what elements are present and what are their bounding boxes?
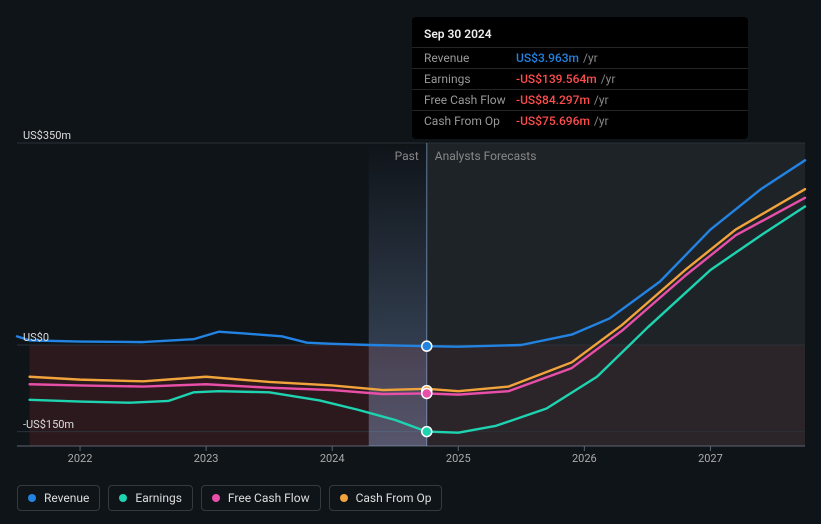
tooltip-metric-value: -US$84.297m: [516, 93, 590, 107]
legend-item[interactable]: Cash From Op: [329, 485, 443, 511]
x-axis-tick-label: 2025: [446, 452, 471, 465]
past-region-label: Past: [395, 149, 419, 163]
x-axis-tick-label: 2023: [194, 452, 219, 465]
tooltip-unit: /yr: [594, 93, 609, 107]
chart-tooltip: Sep 30 2024 RevenueUS$3.963m/yrEarnings-…: [412, 17, 748, 139]
tooltip-metric-label: Cash From Op: [424, 114, 516, 128]
legend-dot-icon: [212, 494, 220, 502]
y-axis-tick-label: -US$150m: [23, 418, 74, 431]
legend-dot-icon: [119, 494, 127, 502]
tooltip-metric-value: US$3.963m: [516, 51, 579, 65]
tooltip-unit: /yr: [601, 72, 616, 86]
legend-item[interactable]: Free Cash Flow: [201, 485, 321, 511]
tooltip-metric-value: -US$139.564m: [516, 72, 597, 86]
x-axis-tick-label: 2024: [320, 452, 345, 465]
tooltip-unit: /yr: [594, 114, 609, 128]
tooltip-metric-value: -US$75.696m: [516, 114, 590, 128]
legend-dot-icon: [28, 494, 36, 502]
tooltip-metric-label: Earnings: [424, 72, 516, 86]
tooltip-metric-label: Free Cash Flow: [424, 93, 516, 107]
legend-label: Earnings: [135, 491, 182, 505]
legend-label: Free Cash Flow: [228, 491, 310, 505]
legend-label: Revenue: [44, 491, 89, 505]
financial-chart: -US$150m US$0 US$350m 2022 2023 2024 2025 2026…: [0, 0, 821, 524]
y-axis-tick-label: US$0: [23, 331, 49, 344]
tooltip-row: Free Cash Flow-US$84.297m/yr: [412, 89, 748, 110]
forecast-region-label: Analysts Forecasts: [435, 149, 537, 163]
legend-dot-icon: [340, 494, 348, 502]
tooltip-unit: /yr: [583, 51, 598, 65]
tooltip-row: RevenueUS$3.963m/yr: [412, 47, 748, 68]
tooltip-date: Sep 30 2024: [412, 25, 748, 47]
legend-item[interactable]: Revenue: [17, 485, 100, 511]
x-axis-tick-label: 2026: [572, 452, 597, 465]
x-axis-tick-label: 2027: [698, 452, 723, 465]
chart-legend: Revenue Earnings Free Cash Flow Cash From O…: [17, 485, 442, 511]
tooltip-row: Earnings-US$139.564m/yr: [412, 68, 748, 89]
legend-label: Cash From Op: [356, 491, 432, 505]
y-axis-tick-label: US$350m: [23, 129, 71, 142]
tooltip-metric-label: Revenue: [424, 51, 516, 65]
x-axis-tick-label: 2022: [68, 452, 93, 465]
tooltip-row: Cash From Op-US$75.696m/yr: [412, 110, 748, 131]
legend-item[interactable]: Earnings: [108, 485, 193, 511]
